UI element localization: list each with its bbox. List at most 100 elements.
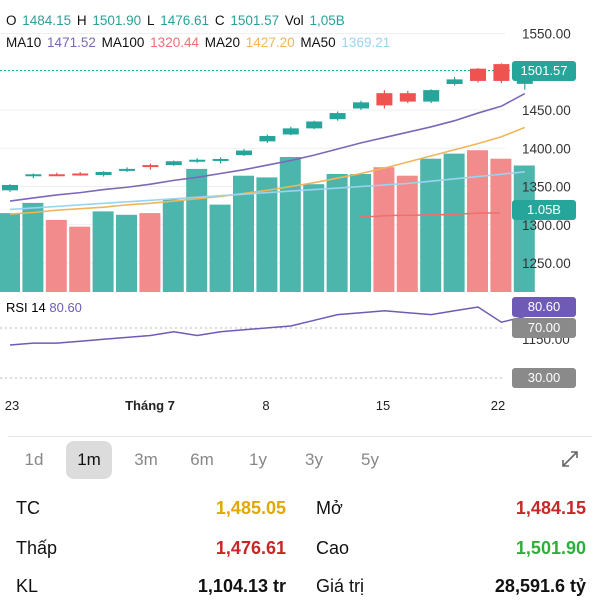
ma20-value: 1427.20 <box>245 35 295 50</box>
candle-body <box>25 174 42 177</box>
ma50-label: MA50 <box>300 35 336 50</box>
volume-bar <box>326 174 348 292</box>
low-value: 1476.61 <box>160 13 210 28</box>
candle-body <box>353 102 369 109</box>
x-axis: 23 Tháng 7 8 15 22 <box>0 398 600 418</box>
rsi-label: RSI 14 <box>6 300 46 315</box>
thap-label: Thấp <box>16 538 58 558</box>
moving-averages <box>9 92 526 215</box>
range-5y-button[interactable]: 5y <box>361 450 379 469</box>
candle-body <box>2 184 18 191</box>
low-label: L <box>146 13 155 28</box>
ma20-line <box>9 126 526 215</box>
y-tick: 1300.00 <box>522 218 571 233</box>
rsi-line <box>9 306 525 346</box>
y-tick: 1400.00 <box>522 141 571 156</box>
volume-bar <box>45 219 67 292</box>
ma10-label: MA10 <box>6 35 42 50</box>
volume-bar <box>303 184 325 292</box>
open-label: O <box>6 13 17 28</box>
ma50-line <box>9 171 525 211</box>
candle-body <box>376 93 393 106</box>
candle-body <box>470 68 486 81</box>
volume-bar <box>0 213 20 292</box>
volume-bar <box>396 175 418 292</box>
candle-body <box>259 136 276 142</box>
range-selector: 1d 1m 3m 6m 1y 3y 5y <box>8 436 592 481</box>
cao-label: Cao <box>316 538 350 558</box>
volume-bar <box>186 168 208 292</box>
vol-value: 1,05B <box>309 13 345 28</box>
volume-bar <box>279 157 301 292</box>
range-6m-button[interactable]: 6m <box>190 450 214 469</box>
candle-body <box>189 159 206 162</box>
price-tag: 1501.57 <box>512 61 576 81</box>
volume-bar <box>443 153 465 292</box>
candle-body <box>446 79 463 84</box>
price-chart[interactable]: 1550.001500.001450.001400.001350.001300.… <box>0 0 600 420</box>
x-tick: Tháng 7 <box>125 398 175 413</box>
expand-icon[interactable] <box>560 449 580 469</box>
volume-bar <box>116 214 137 292</box>
rsi-lower-tag: 30.00 <box>512 368 576 388</box>
candle-body <box>72 173 89 176</box>
volume-bar <box>22 202 44 292</box>
volume-tag: 1.05B <box>512 200 576 220</box>
candle-body <box>493 64 510 81</box>
ma100-value: 1320.44 <box>150 35 199 50</box>
volume-bar <box>513 165 535 292</box>
rsi-panel <box>0 306 525 379</box>
volume-bar <box>490 158 512 292</box>
y-tick: 1250.00 <box>522 256 571 271</box>
range-1d-button[interactable]: 1d <box>24 450 44 469</box>
giatri-value: 28,591.6 tỷ <box>494 576 586 596</box>
rsi-legend: RSI 14 80.60 <box>6 300 82 315</box>
range-1y-button[interactable]: 1y <box>249 450 267 469</box>
candle-body <box>282 128 299 135</box>
close-label: C <box>214 13 225 28</box>
range-3m-button[interactable]: 3m <box>134 450 158 469</box>
x-tick: 8 <box>262 398 270 413</box>
high-value: 1501.90 <box>92 13 142 28</box>
candle-body <box>236 150 252 156</box>
volume-bar <box>162 199 184 292</box>
volume-bar <box>467 150 488 292</box>
range-3y-button[interactable]: 3y <box>305 450 323 469</box>
candle-body <box>423 90 440 102</box>
cao-value: 1,501.90 <box>515 538 586 558</box>
rsi-tag: 80.60 <box>512 297 576 317</box>
x-tick: 22 <box>490 398 506 413</box>
range-1m-button[interactable]: 1m <box>66 441 112 479</box>
candlesticks <box>2 63 533 192</box>
ma50-value: 1369.21 <box>341 35 391 50</box>
rsi-upper-tag: 70.00 <box>512 318 576 338</box>
x-tick: 23 <box>4 398 20 413</box>
ma100-label: MA100 <box>101 35 145 50</box>
volume-bar <box>69 226 91 292</box>
y-tick: 1450.00 <box>522 103 571 118</box>
y-tick: 1550.00 <box>522 27 571 42</box>
ma20-label: MA20 <box>204 35 241 50</box>
thap-value: 1,476.61 <box>215 538 286 558</box>
ma-line: MA10 1471.52 MA100 1320.44 MA20 1427.20 … <box>6 32 392 54</box>
candle-body <box>165 161 182 166</box>
volume-bar <box>92 211 114 292</box>
ohlc-line: O 1484.15 H 1501.90 L 1476.61 C 1501.57 … <box>6 10 392 32</box>
volume-bar <box>139 213 161 292</box>
candle-body <box>119 168 135 171</box>
ma10-line <box>9 92 526 202</box>
vol-label: Vol <box>284 13 304 28</box>
candle-body <box>142 165 159 168</box>
candle-body <box>306 121 323 129</box>
ohlc-header: O 1484.15 H 1501.90 L 1476.61 C 1501.57 … <box>6 10 392 54</box>
x-tick: 15 <box>375 398 391 413</box>
tc-label: TC <box>16 498 40 518</box>
y-tick: 1350.00 <box>522 180 571 195</box>
giatri-label: Giá trị <box>316 576 365 596</box>
volume-bar <box>373 167 395 292</box>
high-label: H <box>76 13 87 28</box>
ma10-value: 1471.52 <box>47 35 96 50</box>
ma100-volume-line <box>359 212 500 218</box>
volume-bar <box>256 177 278 292</box>
candle-body <box>329 113 346 120</box>
